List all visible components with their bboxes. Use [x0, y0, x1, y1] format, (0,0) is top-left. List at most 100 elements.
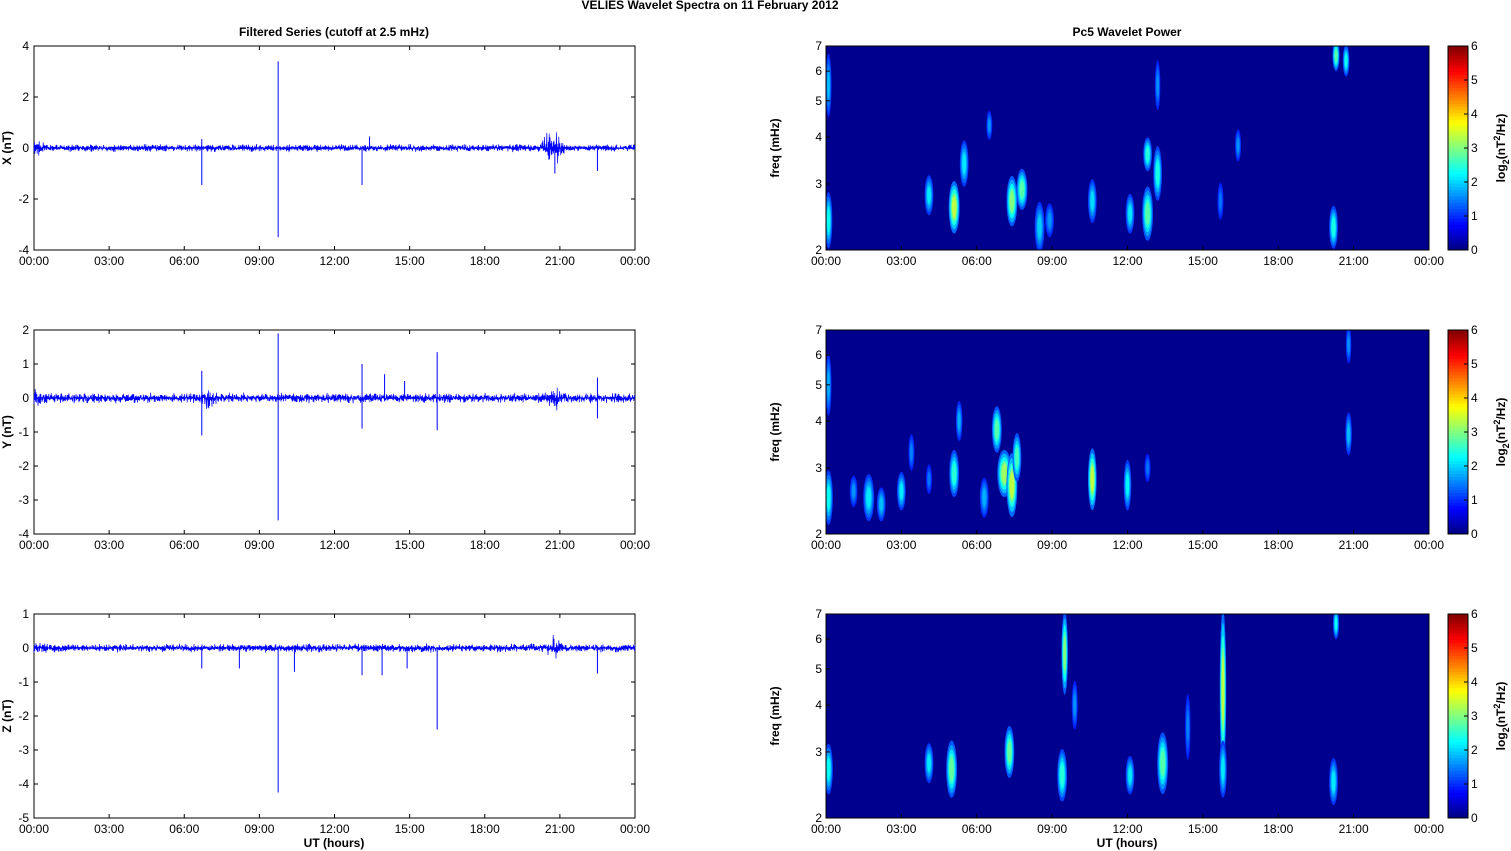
x-tick-label: 06:00 [169, 254, 199, 268]
colorbar-step [1448, 135, 1468, 139]
y-tick-label: -4 [18, 527, 29, 541]
y-tick-label: -2 [18, 192, 29, 206]
heatmap-panel-1: 2 3 4 5 6 7 00:00 03:00 06:00 09:00 12:00 15:00 18:0… [768, 323, 1511, 552]
y-tick-label: 3 [815, 745, 822, 759]
colorbar-step [1448, 767, 1468, 771]
x-tick-label: 00:00 [1414, 254, 1444, 268]
colorbar-step [1448, 160, 1468, 165]
colorbar-step [1448, 90, 1468, 95]
y-tick-label: 0 [22, 391, 29, 405]
colorbar-step [1448, 728, 1468, 733]
y-tick-label: 2 [22, 90, 29, 104]
colorbar-step [1448, 476, 1468, 481]
colorbar-step [1448, 629, 1468, 634]
colorbar-step [1448, 798, 1468, 803]
colorbar-step [1448, 230, 1468, 235]
colorbar-label: log2(nT2/Hz) [1492, 682, 1511, 751]
colorbar-step [1448, 530, 1468, 535]
heatmap-cell [994, 419, 999, 440]
colorbar-step [1448, 527, 1468, 532]
colorbar-step [1448, 467, 1468, 471]
x-tick-label: 21:00 [545, 822, 575, 836]
heatmap-cell [927, 473, 931, 486]
colorbar-step [1448, 495, 1468, 500]
x-tick-label: 00:00 [811, 538, 841, 552]
colorbar-step [1448, 802, 1468, 806]
x-tick-label: 21:00 [1339, 538, 1369, 552]
x-tick-label: 21:00 [545, 538, 575, 552]
y-tick-label: 2 [815, 243, 822, 257]
heatmap-cell [852, 484, 856, 498]
colorbar-step [1448, 706, 1468, 711]
x-tick-label: 15:00 [395, 254, 425, 268]
colorbar-step [1448, 87, 1468, 92]
colorbar-step [1448, 620, 1468, 625]
heatmap-cell [866, 487, 871, 508]
colorbar-step [1448, 176, 1468, 181]
heatmap-cell [1219, 193, 1222, 209]
y-tick-label: 5 [815, 378, 822, 392]
colorbar-step [1448, 779, 1468, 784]
colorbar-step [1448, 97, 1468, 101]
x-tick-label: 00:00 [811, 254, 841, 268]
colorbar-step [1448, 454, 1468, 458]
colorbar-step [1448, 709, 1468, 714]
colorbar-step [1448, 811, 1468, 816]
colorbar-step [1448, 441, 1468, 446]
heatmap-cell [951, 196, 957, 219]
colorbar-step [1448, 240, 1468, 245]
colorbar-step [1448, 725, 1468, 730]
colorbar-step [1448, 712, 1468, 717]
colorbar-step [1448, 163, 1468, 168]
colorbar-step [1448, 693, 1468, 698]
colorbar-step [1448, 668, 1468, 672]
colorbar-step [1448, 154, 1468, 159]
colorbar-step [1448, 106, 1468, 111]
colorbar-step [1448, 227, 1468, 232]
colorbar-tick-label: 4 [1471, 107, 1478, 121]
data-series [33, 387, 636, 411]
colorbar-step [1448, 470, 1468, 474]
colorbar-step [1448, 211, 1468, 216]
colorbar-tick-label: 4 [1471, 391, 1478, 405]
colorbar-step [1448, 138, 1468, 143]
x-tick-label: 09:00 [1037, 822, 1067, 836]
colorbar-tick-label: 2 [1471, 743, 1478, 757]
colorbar-step [1448, 754, 1468, 758]
colorbar-step [1448, 518, 1468, 522]
colorbar-tick-label: 2 [1471, 459, 1478, 473]
heatmap-panel-0: 2 3 4 5 6 7 00:00 03:00 06:00 09:00 12:00 15:00 18:0… [768, 39, 1511, 268]
colorbar-step [1448, 406, 1468, 411]
right-xlabel: UT (hours) [1097, 836, 1158, 850]
heatmap-cell [1009, 471, 1015, 499]
colorbar-step [1448, 183, 1468, 187]
heatmap-cell [1060, 764, 1065, 787]
x-tick-label: 15:00 [395, 822, 425, 836]
x-tick-label: 06:00 [962, 254, 992, 268]
colorbar-step [1448, 237, 1468, 241]
colorbar-step [1448, 403, 1468, 407]
colorbar-step [1448, 243, 1468, 248]
y-tick-label: 4 [815, 414, 822, 428]
colorbar-step [1448, 192, 1468, 197]
colorbar-label: log2(nT2/Hz) [1492, 114, 1511, 183]
heatmap-cell [1155, 162, 1160, 185]
x-tick-label: 09:00 [1037, 254, 1067, 268]
colorbar-step [1448, 81, 1468, 85]
colorbar-step [1448, 684, 1468, 688]
colorbar-step [1448, 805, 1468, 809]
heatmap-cell [1236, 138, 1240, 153]
colorbar-step [1448, 186, 1468, 190]
x-tick-label: 00:00 [620, 822, 650, 836]
x-tick-label: 06:00 [169, 822, 199, 836]
y-tick-label: 2 [815, 527, 822, 541]
heatmap-cell [899, 483, 904, 500]
x-tick-label: 00:00 [19, 538, 49, 552]
y-tick-label: -1 [18, 675, 29, 689]
colorbar-step [1448, 486, 1468, 490]
y-tick-label: -5 [18, 811, 29, 825]
colorbar: 0 1 2 3 4 5 6 log2(nT2/Hz) [1447, 323, 1511, 541]
x-tick-label: 00:00 [620, 254, 650, 268]
colorbar-step [1448, 77, 1468, 82]
colorbar-step [1448, 103, 1468, 108]
